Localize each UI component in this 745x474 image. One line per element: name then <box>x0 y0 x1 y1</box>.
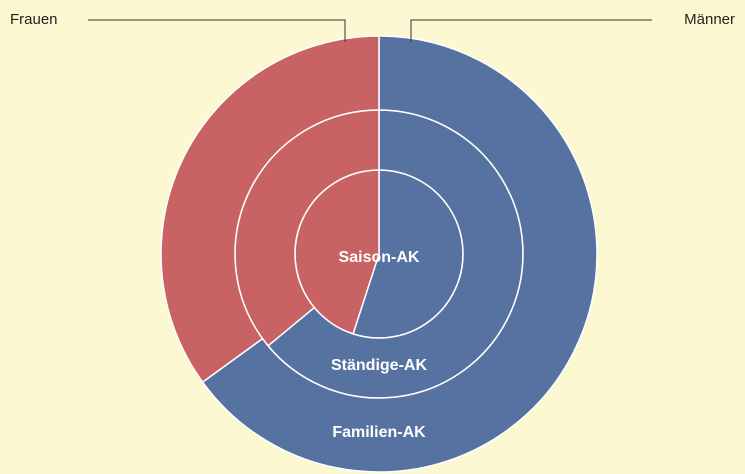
legend-label: Männer <box>684 11 735 28</box>
ring-segment <box>160 35 380 384</box>
ring-label: Familien-AK <box>332 424 426 441</box>
legend-label: Frauen <box>10 11 58 28</box>
ring-label: Ständige-AK <box>331 357 427 374</box>
legend-leader <box>88 19 346 42</box>
legend-leader <box>410 19 652 42</box>
ring-label: Saison-AK <box>339 249 420 266</box>
rings <box>160 35 598 473</box>
ring-segment <box>201 35 598 473</box>
